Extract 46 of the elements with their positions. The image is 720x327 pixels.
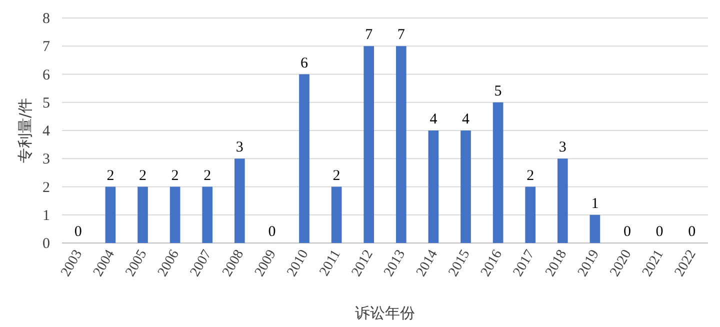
data-label: 3: [236, 140, 244, 156]
y-tick-label: 7: [42, 39, 50, 56]
bar: [557, 158, 568, 243]
data-label: 4: [430, 112, 438, 128]
bar: [105, 186, 116, 243]
y-tick-label: 8: [42, 11, 50, 27]
y-tick-label: 6: [42, 67, 50, 84]
y-tick-label: 0: [42, 236, 50, 252]
bar: [492, 102, 504, 243]
bar: [590, 214, 600, 243]
data-label: 0: [688, 224, 696, 240]
x-axis-title: 诉讼年份: [355, 304, 415, 322]
bar: [525, 186, 536, 243]
y-tick-label: 2: [42, 180, 50, 196]
data-label: 0: [656, 224, 664, 240]
data-label: 2: [204, 168, 212, 184]
data-label: 7: [397, 27, 406, 44]
data-label: 2: [332, 168, 340, 184]
y-tick-label: 4: [42, 124, 50, 140]
bar: [460, 130, 471, 243]
data-label: 0: [74, 224, 82, 240]
data-label: 2: [526, 168, 534, 184]
data-label: 6: [300, 55, 308, 72]
data-label: 2: [106, 168, 114, 184]
y-tick-label: 1: [42, 208, 50, 224]
bar: [138, 186, 148, 243]
data-label: 0: [268, 224, 276, 240]
bar: [396, 46, 406, 243]
y-tick-label: 5: [42, 95, 50, 112]
data-label: 4: [462, 112, 470, 128]
data-label: 1: [591, 196, 599, 212]
data-label: 0: [624, 224, 631, 240]
bar: [428, 130, 439, 243]
data-label: 7: [365, 27, 374, 44]
bar: [364, 46, 374, 243]
data-label: 3: [558, 140, 566, 156]
bar: [299, 74, 310, 243]
data-label: 5: [494, 83, 502, 100]
bar: [202, 186, 213, 243]
y-tick-label: 3: [42, 152, 50, 168]
y-axis-title: 专利量/件: [16, 98, 34, 164]
bar: [234, 158, 245, 243]
data-label: 2: [139, 168, 146, 184]
bar: [331, 186, 342, 243]
data-label: 2: [171, 168, 179, 184]
bar: [170, 186, 180, 243]
